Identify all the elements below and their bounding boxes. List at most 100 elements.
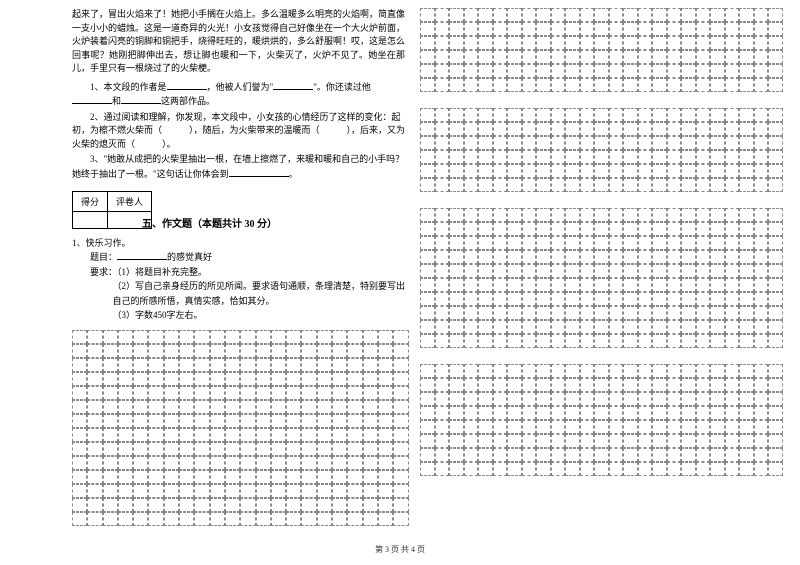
grid-cell — [681, 462, 696, 476]
grid-cell — [118, 386, 133, 400]
grid-cell — [464, 22, 479, 36]
grid-cell — [478, 22, 493, 36]
grid-cell — [464, 108, 479, 122]
grid-cell — [594, 462, 609, 476]
grid-cell — [696, 36, 711, 50]
grid-cell — [609, 78, 624, 92]
grid-cell — [609, 292, 624, 306]
grid-cell — [551, 8, 566, 22]
grid-cell — [464, 320, 479, 334]
reading-passage: 起来了，冒出火焰来了！她把小手搁在火焰上。多么温暖多么明亮的火焰啊，简直像一支小… — [72, 8, 405, 76]
grid-cell — [710, 292, 725, 306]
q3-part-b: 。 — [289, 169, 298, 179]
grid-cell — [652, 264, 667, 278]
grid-cell — [464, 278, 479, 292]
grid-cell — [194, 344, 209, 358]
grid-cell — [681, 334, 696, 348]
grid-cell — [536, 364, 551, 378]
grid-cell — [739, 36, 754, 50]
grid-cell — [194, 386, 209, 400]
grid-cell — [464, 150, 479, 164]
grid-cell — [551, 136, 566, 150]
grid-cell — [256, 484, 271, 498]
grid-cell — [522, 320, 537, 334]
grid-cell — [286, 484, 301, 498]
grid-row — [420, 306, 785, 320]
grid-cell — [363, 372, 378, 386]
grid-cell — [256, 330, 271, 344]
grid-cell — [449, 278, 464, 292]
grid-cell — [754, 320, 769, 334]
grid-cell — [710, 208, 725, 222]
grid-cell — [638, 50, 653, 64]
grid-cell — [580, 50, 595, 64]
grid-cell — [725, 150, 740, 164]
grid-cell — [725, 22, 740, 36]
grid-cell — [725, 50, 740, 64]
grid-cell — [739, 320, 754, 334]
grid-cell — [493, 364, 508, 378]
grid-cell — [768, 462, 783, 476]
exam-page: 起来了，冒出火焰来了！她把小手搁在火焰上。多么温暖多么明亮的火焰啊，简直像一支小… — [0, 0, 800, 565]
grid-row — [420, 150, 785, 164]
grid-row — [72, 386, 410, 400]
grid-cell — [179, 344, 194, 358]
grid-cell — [536, 392, 551, 406]
grid-cell — [623, 392, 638, 406]
grid-cell — [638, 448, 653, 462]
grid-cell — [507, 108, 522, 122]
grid-cell — [148, 470, 163, 484]
grid-cell — [286, 470, 301, 484]
grid-cell — [667, 178, 682, 192]
grid-cell — [301, 442, 316, 456]
grid-cell — [72, 512, 87, 526]
blank — [273, 80, 313, 90]
grid-cell — [638, 364, 653, 378]
grid-cell — [536, 222, 551, 236]
grid-cell — [179, 470, 194, 484]
grid-cell — [103, 372, 118, 386]
grid-cell — [72, 442, 87, 456]
grid-cell — [667, 108, 682, 122]
grid-cell — [332, 344, 347, 358]
grid-cell — [754, 364, 769, 378]
grid-cell — [286, 344, 301, 358]
grid-cell — [725, 36, 740, 50]
grid-cell — [301, 386, 316, 400]
grid-cell — [435, 392, 450, 406]
grid-cell — [739, 462, 754, 476]
grid-cell — [493, 64, 508, 78]
grid-cell — [347, 442, 362, 456]
grid-cell — [493, 136, 508, 150]
grid-cell — [536, 78, 551, 92]
grid-cell — [768, 292, 783, 306]
grid-cell — [754, 8, 769, 22]
grid-cell — [725, 208, 740, 222]
grid-row — [420, 108, 785, 122]
grid-cell — [210, 512, 225, 526]
grid-cell — [580, 462, 595, 476]
grid-cell — [478, 108, 493, 122]
grid-cell — [164, 484, 179, 498]
grid-cell — [681, 406, 696, 420]
grid-cell — [609, 64, 624, 78]
grid-row — [420, 406, 785, 420]
grid-row — [420, 178, 785, 192]
grid-cell — [449, 8, 464, 22]
writing-grid-right-section — [420, 364, 785, 476]
grid-cell — [507, 164, 522, 178]
grid-cell — [271, 414, 286, 428]
grid-cell — [725, 278, 740, 292]
grid-cell — [301, 484, 316, 498]
grid-cell — [393, 456, 408, 470]
grid-cell — [493, 334, 508, 348]
grid-cell — [464, 164, 479, 178]
grid-cell — [240, 442, 255, 456]
grid-cell — [464, 462, 479, 476]
grid-cell — [493, 420, 508, 434]
grid-cell — [609, 448, 624, 462]
grid-cell — [420, 222, 435, 236]
grid-cell — [435, 236, 450, 250]
grid-cell — [493, 320, 508, 334]
grid-cell — [696, 122, 711, 136]
